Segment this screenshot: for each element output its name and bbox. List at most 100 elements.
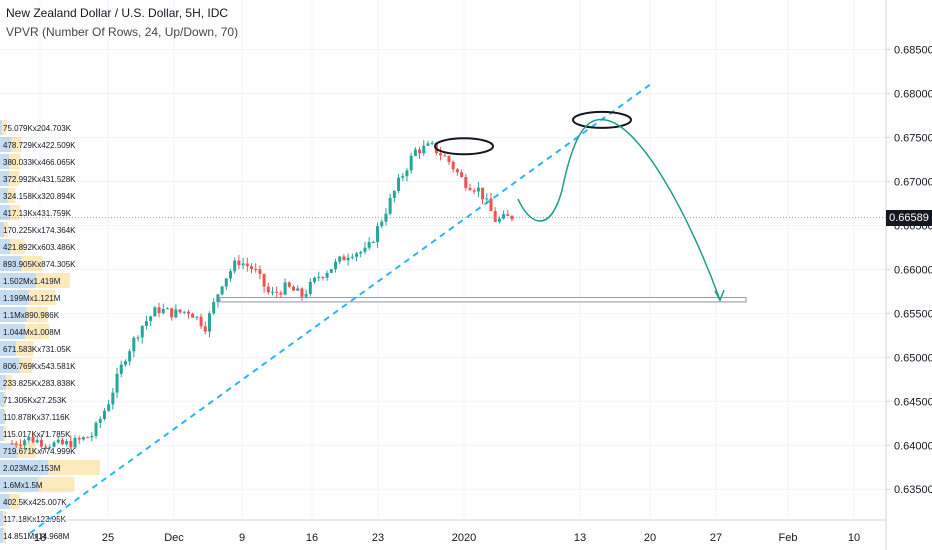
vp-down-bar — [7, 188, 16, 203]
vp-row-label: 719.671Kx774.999K — [3, 447, 76, 456]
vp-up-bar — [0, 409, 5, 424]
candle-body — [292, 286, 296, 291]
price-tick-label: 0.63500 — [894, 484, 932, 496]
candle-body — [224, 278, 228, 287]
candle-body — [300, 288, 304, 297]
vp-up-bar — [0, 341, 17, 356]
vp-down-bar — [9, 205, 21, 220]
candle-body — [157, 307, 161, 314]
candle-body — [73, 438, 77, 448]
candle-body — [329, 269, 333, 273]
time-tick-label: 20 — [644, 532, 656, 544]
indicator-label[interactable]: VPVR (Number Of Rows, 24, Up/Down, 70) — [6, 25, 239, 39]
candle-body — [485, 198, 489, 200]
price-tick-label: 0.65000 — [894, 352, 932, 364]
candle-body — [77, 438, 81, 440]
vp-up-bar — [0, 443, 18, 458]
vp-row-label: 2.023Mx2.153M — [3, 464, 61, 473]
candle-body — [502, 214, 506, 219]
candle-body — [241, 263, 245, 266]
time-tick-label: 18 — [34, 532, 46, 544]
candle-body — [81, 437, 85, 440]
volume-profile: 75.079Kx204.703K 478.729Kx422.509K 380.033… — [0, 120, 100, 543]
candle-body — [249, 266, 253, 269]
vp-up-bar — [0, 528, 3, 543]
vp-up-bar — [0, 171, 9, 186]
vp-row-label: 233.825Kx283.838K — [3, 379, 76, 388]
candle-body — [111, 392, 115, 405]
candle-body — [18, 444, 22, 446]
candle-body — [464, 176, 468, 188]
candle-body — [107, 404, 111, 411]
vp-up-bar — [0, 154, 10, 169]
price-axis[interactable]: 0.685000.680000.675000.670000.665000.660… — [885, 0, 932, 550]
vp-row-label: 170.225Kx174.364K — [3, 226, 76, 235]
candle-body — [346, 257, 350, 261]
candle-body — [153, 307, 157, 317]
price-tick-label: 0.68000 — [894, 89, 932, 101]
vp-down-bar — [28, 290, 56, 305]
vp-up-bar — [0, 477, 39, 492]
candle-body — [262, 273, 266, 287]
vp-up-bar — [0, 426, 4, 441]
candle-body — [506, 214, 510, 216]
candle-body — [149, 316, 153, 322]
vp-up-bar — [0, 375, 6, 390]
candles — [10, 139, 514, 453]
top-ellipse-1 — [434, 137, 494, 156]
drawings[interactable] — [434, 110, 725, 302]
candle-body — [283, 282, 287, 295]
candle-body — [216, 294, 220, 303]
candle-body — [35, 440, 39, 443]
candle-body — [174, 309, 178, 318]
candle-body — [52, 442, 56, 447]
candle-body — [367, 242, 371, 248]
vp-up-bar — [0, 120, 2, 135]
vp-up-bar — [0, 239, 11, 254]
vp-row-label: 380.033Kx466.065K — [3, 158, 76, 167]
candle-body — [413, 149, 417, 156]
vp-row-label: 115.017Kx71.785K — [3, 430, 71, 439]
candle-body — [132, 337, 136, 352]
candle-body — [220, 286, 224, 295]
candle-body — [271, 291, 275, 293]
candle-body — [355, 253, 359, 257]
vp-down-bar — [10, 239, 25, 254]
time-tick-label: 10 — [848, 532, 860, 544]
vp-down-bar — [4, 222, 9, 237]
vp-up-bar — [0, 205, 10, 220]
candle-body — [275, 291, 279, 293]
vp-row-label: 1.044Mx1.008M — [3, 328, 61, 337]
candle-body — [228, 271, 232, 279]
candle-body — [460, 172, 464, 177]
vp-down-bar — [5, 375, 13, 390]
candle-body — [94, 422, 98, 436]
vp-down-bar — [17, 443, 36, 458]
vp-down-bar — [35, 273, 70, 288]
vp-down-bar — [8, 171, 20, 186]
candle-body — [115, 373, 119, 393]
support-zone-rect — [219, 297, 747, 303]
time-axis[interactable]: 18 25 Dec 9 16 23 2020 13 20 27 Feb 10 — [0, 519, 886, 544]
vp-row-label: 417.13Kx431.759K — [3, 209, 72, 218]
support-zone[interactable] — [219, 297, 747, 303]
trendline[interactable] — [29, 83, 651, 534]
candle-body — [212, 302, 216, 314]
candle-body — [44, 446, 48, 448]
candle-body — [510, 215, 514, 220]
time-tick-label: 25 — [102, 532, 114, 544]
candle-body — [426, 143, 430, 146]
vp-down-bar — [4, 392, 6, 407]
candle-body — [102, 410, 106, 420]
candle-body — [493, 210, 497, 222]
vp-down-bar — [1, 120, 7, 135]
candle-body — [266, 286, 270, 293]
candle-body — [317, 277, 321, 279]
candle-body — [443, 155, 447, 157]
price-tick-label: 0.65500 — [894, 308, 932, 320]
candle-body — [39, 440, 43, 447]
candle-body — [136, 337, 140, 339]
vp-up-bar — [0, 222, 5, 237]
candle-body — [304, 294, 308, 297]
